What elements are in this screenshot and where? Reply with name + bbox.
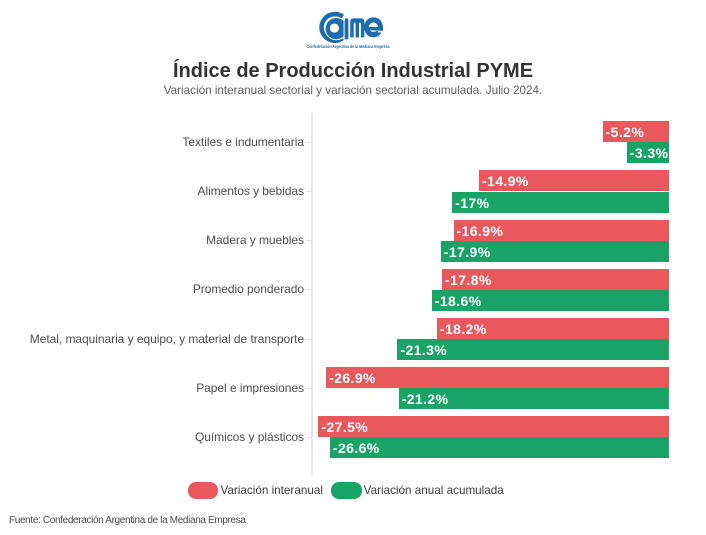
svg-text:Confederación Argentina de la: Confederación Argentina de la Mediana Em… xyxy=(307,44,391,49)
